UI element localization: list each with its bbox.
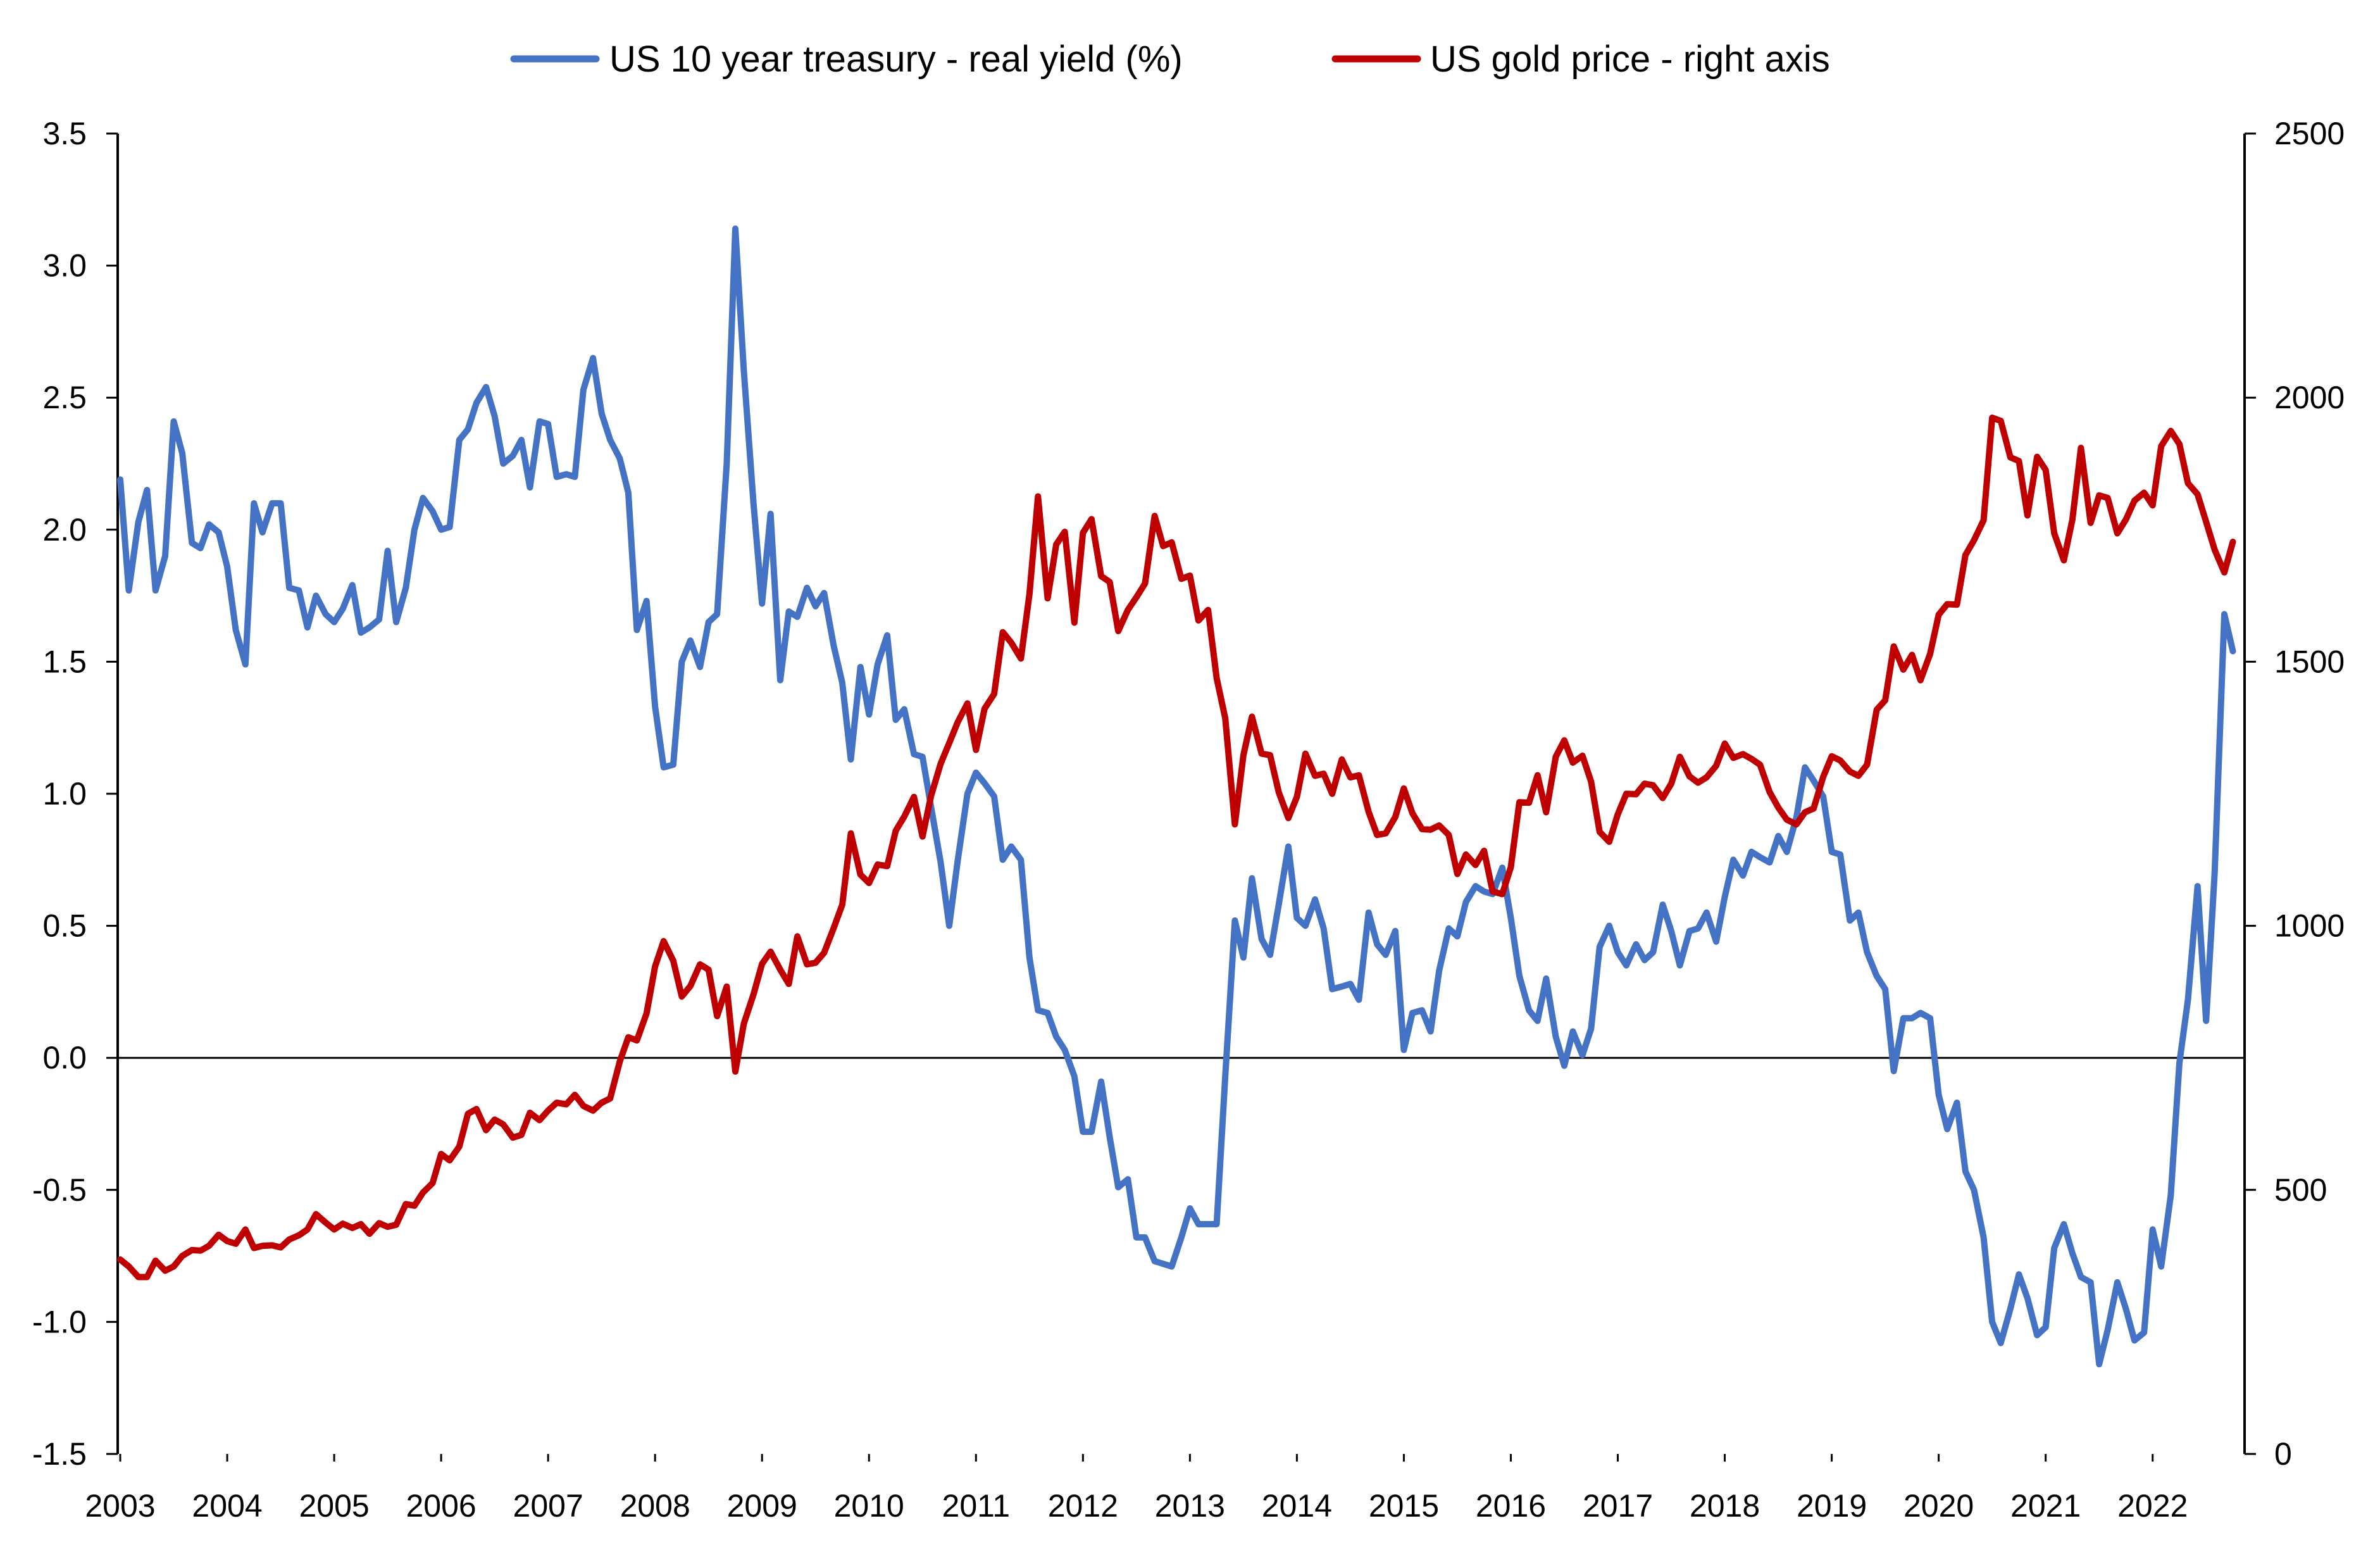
right-axis-ticks: 2500 2000 1500 1000 500 0: [2245, 116, 2345, 1472]
x-tick-label: 2004: [192, 1488, 262, 1524]
x-tick-label: 2005: [299, 1488, 369, 1524]
x-tick-label: 2014: [1262, 1488, 1332, 1524]
x-axis-ticks: 2003 2004 2005 2006 2007 2008 2009 2010 2011 2012…: [85, 1454, 2188, 1524]
right-tick-label: 2000: [2274, 380, 2345, 415]
x-tick-label: 2013: [1155, 1488, 1225, 1524]
real-yield-line: [117, 225, 2236, 1368]
x-tick-label: 2007: [513, 1488, 583, 1524]
x-tick-label: 2021: [2010, 1488, 2081, 1524]
x-tick-label: 2022: [2117, 1488, 2188, 1524]
right-tick-label: 500: [2274, 1172, 2327, 1208]
left-tick-label: -1.0: [32, 1304, 87, 1339]
left-tick-label: 2.5: [42, 380, 87, 415]
legend-label-real-yield: US 10 year treasury - real yield (%): [609, 39, 1183, 80]
left-tick-label: 3.0: [42, 248, 87, 284]
left-axis-ticks: 3.5 3.0 2.5 2.0 1.5 1.0 0.5 0.0 -0.5 -1.0 -1.5: [32, 116, 118, 1472]
x-tick-label: 2008: [620, 1488, 690, 1524]
left-tick-label: 2.0: [42, 512, 87, 548]
left-tick-label: 1.5: [42, 644, 87, 679]
x-tick-label: 2017: [1583, 1488, 1653, 1524]
left-tick-label: -1.5: [32, 1436, 87, 1472]
right-tick-label: 0: [2274, 1436, 2292, 1472]
x-tick-label: 2018: [1690, 1488, 1760, 1524]
left-tick-label: 0.5: [42, 908, 87, 944]
x-tick-label: 2006: [406, 1488, 476, 1524]
right-tick-label: 1000: [2274, 908, 2345, 944]
right-tick-label: 2500: [2274, 116, 2345, 151]
x-tick-label: 2019: [1797, 1488, 1867, 1524]
x-tick-label: 2015: [1369, 1488, 1439, 1524]
gold-price-line: [117, 414, 2236, 1281]
series-layer: [117, 225, 2236, 1368]
x-tick-label: 2012: [1048, 1488, 1118, 1524]
x-tick-label: 2009: [727, 1488, 797, 1524]
right-tick-label: 1500: [2274, 644, 2345, 679]
legend: US 10 year treasury - real yield (%) US …: [510, 39, 1830, 80]
x-tick-label: 2016: [1476, 1488, 1546, 1524]
left-tick-label: 3.5: [42, 116, 87, 151]
x-tick-label: 2020: [1903, 1488, 1974, 1524]
left-tick-label: -0.5: [32, 1172, 87, 1208]
left-tick-label: 1.0: [42, 776, 87, 811]
left-tick-label: 0.0: [42, 1040, 87, 1075]
x-tick-label: 2010: [834, 1488, 904, 1524]
legend-label-gold-price: US gold price - right axis: [1430, 39, 1830, 80]
x-tick-label: 2003: [85, 1488, 155, 1524]
x-tick-label: 2011: [942, 1488, 1011, 1524]
